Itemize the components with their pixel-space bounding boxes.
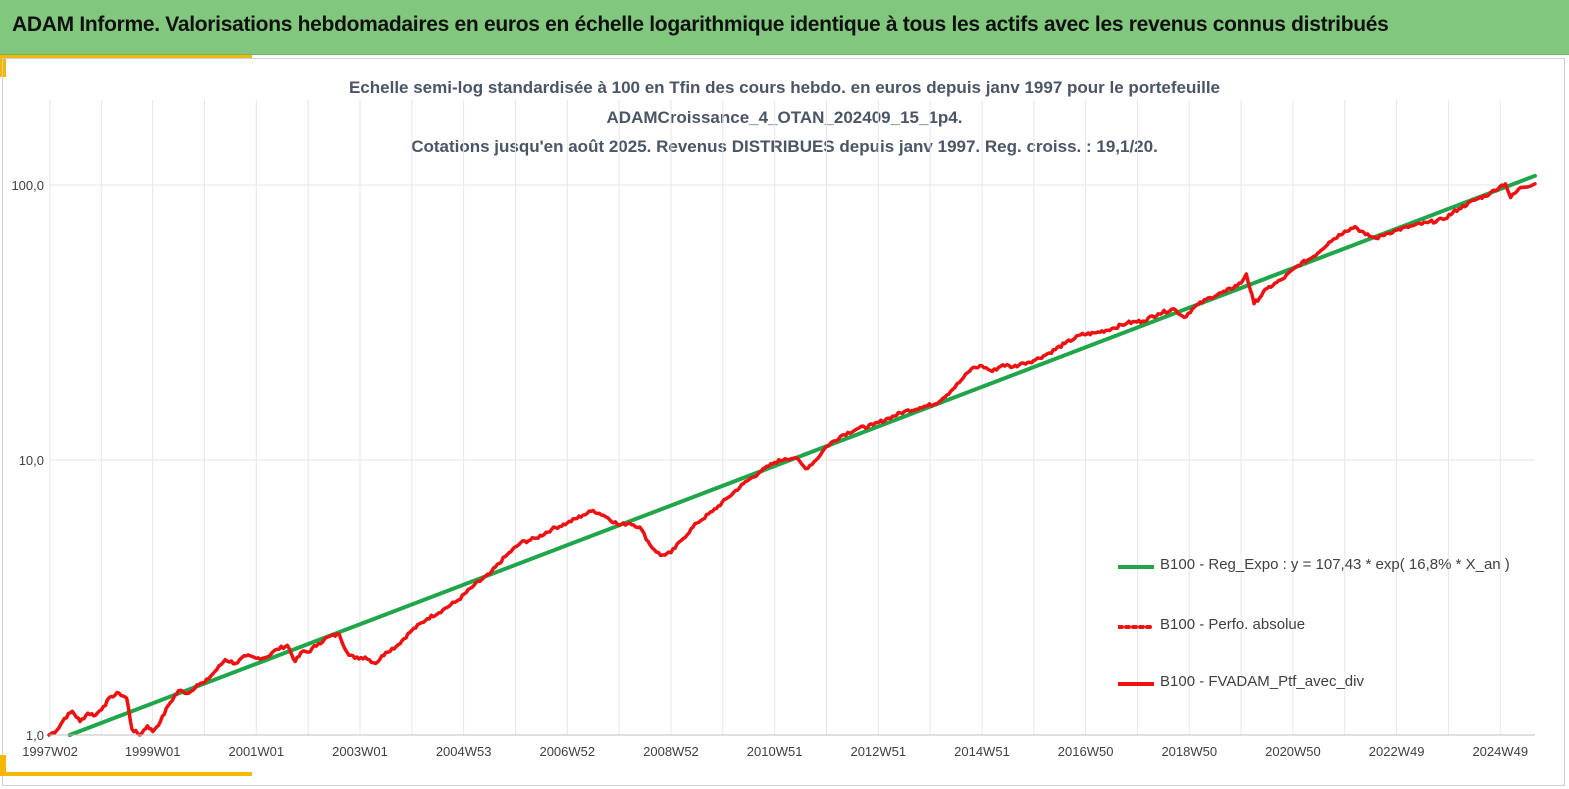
x-tick-label: 1997W02 bbox=[22, 744, 78, 759]
y-tick-label: 100,0 bbox=[11, 178, 44, 193]
x-tick-label: 1999W01 bbox=[125, 744, 181, 759]
x-tick-label: 2018W50 bbox=[1161, 744, 1217, 759]
y-tick-label: 10,0 bbox=[19, 453, 44, 468]
chart-title-line-2: ADAMCroissance_4_OTAN_202409_15_1p4. bbox=[606, 108, 963, 127]
x-tick-label: 2006W52 bbox=[539, 744, 595, 759]
x-tick-label: 2004W53 bbox=[436, 744, 492, 759]
page-title: ADAM Informe. Valorisations hebdomadaire… bbox=[12, 13, 1389, 36]
x-tick-label: 2008W52 bbox=[643, 744, 699, 759]
legend-label-regression: B100 - Reg_Expo : y = 107,43 * exp( 16,8… bbox=[1160, 556, 1510, 573]
chart-title-line-1: Echelle semi-log standardisée à 100 en T… bbox=[348, 78, 1221, 97]
legend-label-perfo-absolue: B100 - Perfo. absolue bbox=[1160, 616, 1306, 633]
gold-accent-bottom-left bbox=[0, 755, 6, 776]
series-line-portfolio bbox=[47, 182, 1537, 737]
series-layer bbox=[47, 173, 1537, 737]
gold-accent-left bbox=[0, 55, 6, 77]
legend-swatch-solid-green bbox=[1118, 565, 1154, 569]
chart-title-line-3: Cotations jusqu'en août 2025. Revenus DI… bbox=[411, 137, 1158, 156]
grid-layer bbox=[49, 100, 1535, 736]
y-tick-label: 1,0 bbox=[26, 728, 44, 743]
x-tick-label: 2024W49 bbox=[1472, 744, 1528, 759]
gold-accent-bottom bbox=[0, 772, 252, 776]
x-tick-label: 2010W51 bbox=[747, 744, 803, 759]
x-tick-label: 2001W01 bbox=[228, 744, 284, 759]
header-bar: ADAM Informe. Valorisations hebdomadaire… bbox=[0, 0, 1569, 55]
x-tick-label: 2003W01 bbox=[332, 744, 388, 759]
gold-accent-top bbox=[0, 55, 252, 59]
x-tick-label: 2020W50 bbox=[1265, 744, 1321, 759]
legend-swatch-solid-red bbox=[1118, 682, 1154, 686]
legend-label-portfolio: B100 - FVADAM_Ptf_avec_div bbox=[1160, 673, 1364, 690]
x-tick-label: 2012W51 bbox=[850, 744, 906, 759]
axis-layer: 1,0 10,0 100,0 1997W02 1999W01 2001W01 2003W01… bbox=[11, 178, 1535, 759]
chart-frame bbox=[2, 58, 1565, 786]
x-tick-label: 2014W51 bbox=[954, 744, 1010, 759]
x-tick-label: 2016W50 bbox=[1058, 744, 1114, 759]
legend-swatch-dotted-red bbox=[1118, 625, 1154, 629]
x-tick-label: 2022W49 bbox=[1369, 744, 1425, 759]
